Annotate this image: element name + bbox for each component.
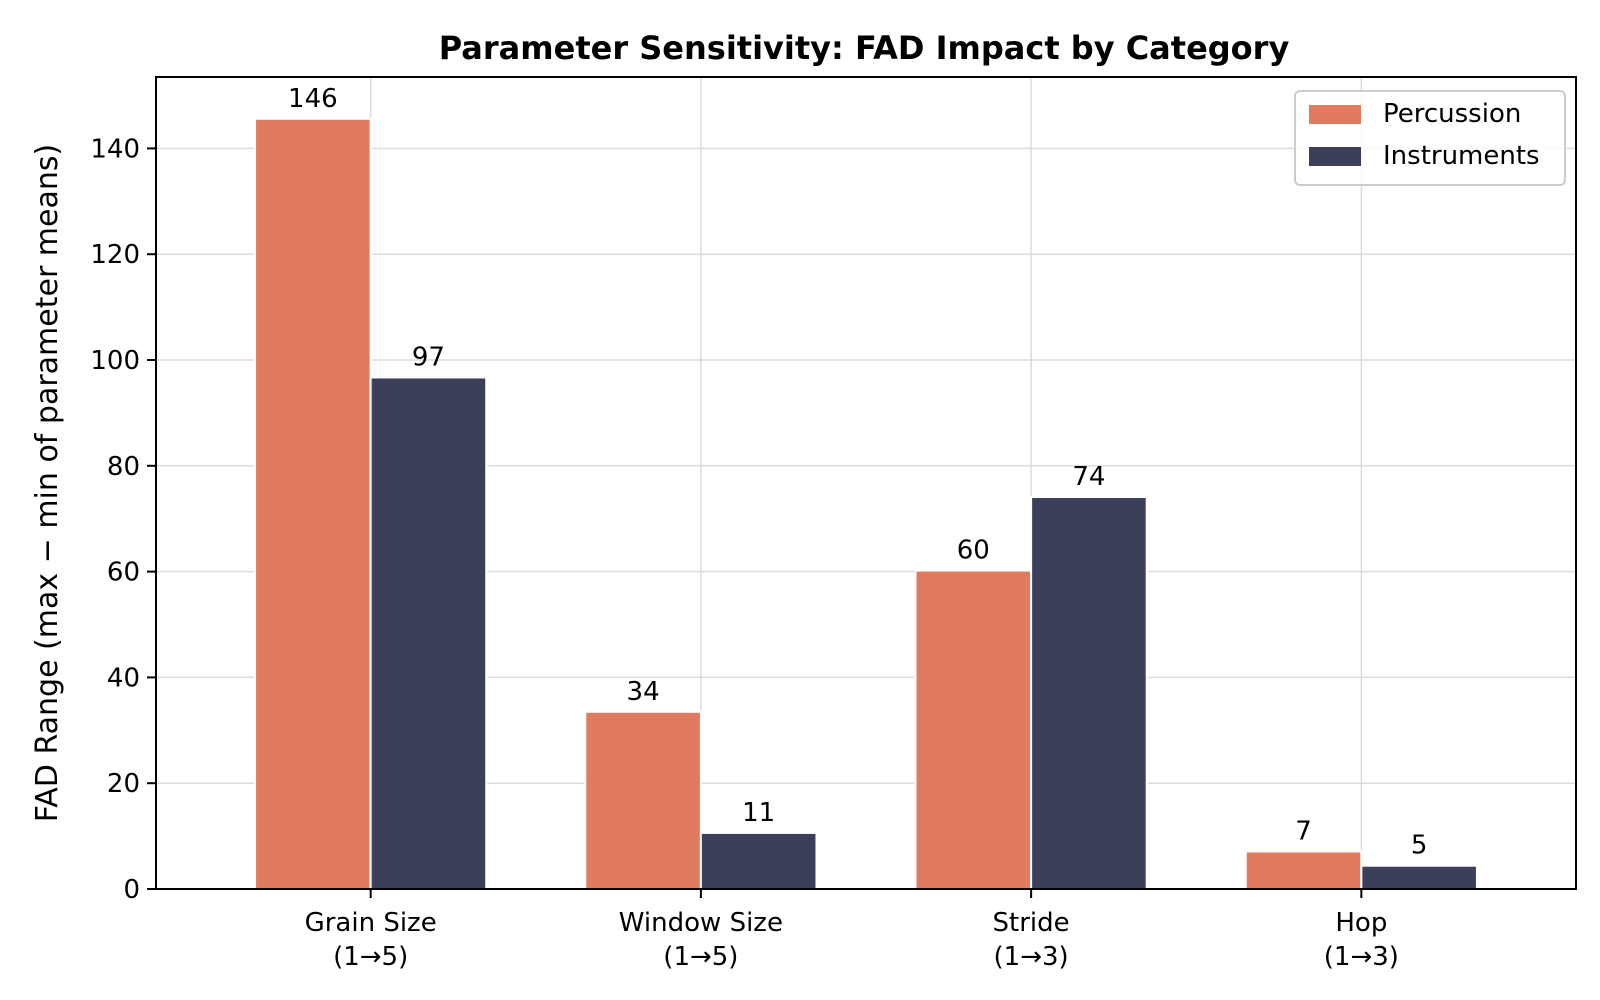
y-tick-label: 20	[107, 769, 140, 799]
bar-value-label: 74	[1072, 462, 1105, 492]
bar-percussion-3	[1244, 850, 1363, 891]
x-axis: Grain Size (1→5) Window Size (1→5) Stride (1→…	[305, 889, 1399, 972]
x-tick-label: Window Size	[619, 908, 783, 938]
bar-value-label: 60	[957, 536, 990, 566]
y-tick-label: 100	[90, 346, 140, 376]
y-axis-title: FAD Range (max − min of parameter means)	[30, 144, 65, 822]
chart-title: Parameter Sensitivity: FAD Impact by Cat…	[439, 29, 1290, 67]
legend-box	[1294, 90, 1566, 186]
y-tick-label: 140	[90, 134, 140, 164]
y-axis: 0 20 40 60 80 100 120 140	[90, 134, 156, 905]
bar-instruments-2	[1030, 496, 1148, 890]
bar-instruments-3	[1360, 864, 1478, 890]
bar-value-labels: 146 34 60 7 97 11 74 5	[288, 84, 1427, 861]
bar-percussion-1	[584, 710, 702, 890]
bar-value-label: 34	[627, 677, 660, 707]
bars	[254, 117, 1478, 891]
bar-percussion-2	[914, 569, 1033, 891]
y-tick-label: 40	[107, 663, 140, 693]
bar-value-label: 7	[1295, 816, 1312, 846]
legend-swatch-instruments	[1309, 147, 1361, 166]
x-tick-label: Stride	[993, 908, 1070, 938]
x-tick-label: (1→5)	[663, 942, 738, 972]
y-tick-label: 0	[123, 875, 140, 905]
y-tick-label: 120	[90, 240, 140, 270]
bar-value-label: 146	[288, 84, 338, 114]
x-tick-label: (1→5)	[333, 942, 408, 972]
bar-value-label: 11	[742, 798, 775, 828]
plot-frame	[155, 76, 1577, 890]
legend-label-instruments: Instruments	[1383, 141, 1540, 171]
y-tick-label: 60	[107, 558, 140, 588]
legend: Percussion Instruments	[1294, 90, 1566, 186]
y-tick-label: 80	[107, 452, 140, 482]
bar-instruments-0	[369, 376, 488, 890]
bar-instruments-1	[699, 831, 818, 891]
legend-label-percussion: Percussion	[1383, 99, 1521, 129]
bar-value-label: 5	[1411, 831, 1428, 861]
bar-percussion-0	[254, 117, 372, 891]
x-tick-label: Hop	[1335, 908, 1387, 938]
x-tick-label: Grain Size	[305, 908, 437, 938]
x-tick-label: (1→3)	[994, 942, 1069, 972]
bar-value-label: 97	[412, 342, 445, 372]
legend-swatch-percussion	[1309, 105, 1361, 124]
x-tick-label: (1→3)	[1324, 942, 1399, 972]
